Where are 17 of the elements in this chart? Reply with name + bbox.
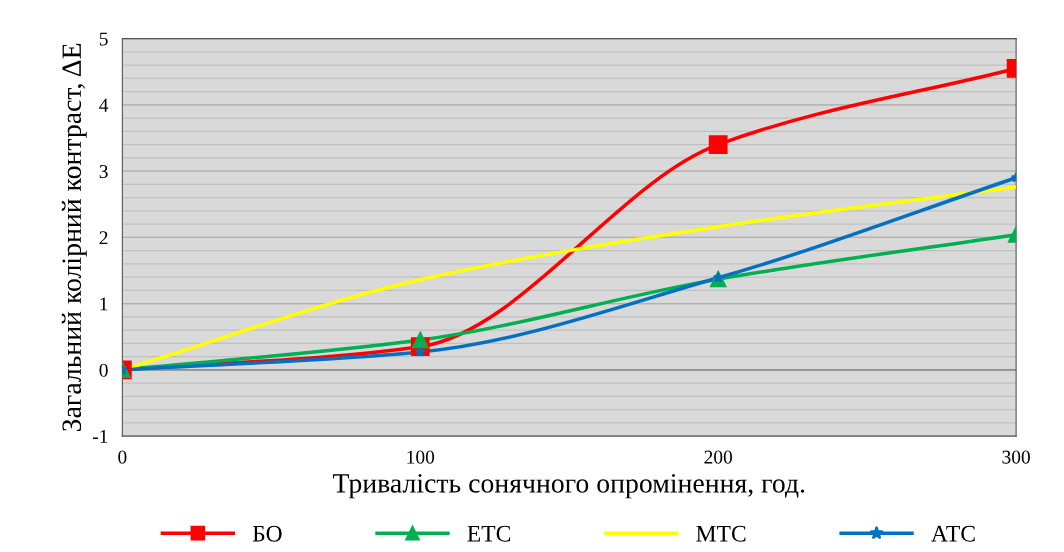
y-tick-label: 3 <box>99 164 108 179</box>
y-tick-label: 2 <box>99 231 108 245</box>
legend-label: МТС <box>696 525 746 542</box>
x-tick-label: 100 <box>407 450 435 464</box>
y-tick-label: -1 <box>93 429 108 443</box>
legend-label: ЕТС <box>467 525 511 542</box>
legend-label: АТС <box>931 525 975 542</box>
x-tick-label: 200 <box>704 450 733 464</box>
legend-label: БО <box>252 525 282 542</box>
y-tick-label: 1 <box>100 297 108 311</box>
y-tick-label: 5 <box>99 32 108 46</box>
x-tick-label: 0 <box>118 450 127 464</box>
y-tick-label: 0 <box>99 363 108 377</box>
x-tick-label: 300 <box>1002 450 1030 464</box>
x-axis-title: Тривалість сонячного опромінення, год. <box>332 474 805 499</box>
y-tick-label: 4 <box>99 98 109 112</box>
y-axis-title: Загальний колірний контраст, ΔЕ <box>61 43 87 432</box>
